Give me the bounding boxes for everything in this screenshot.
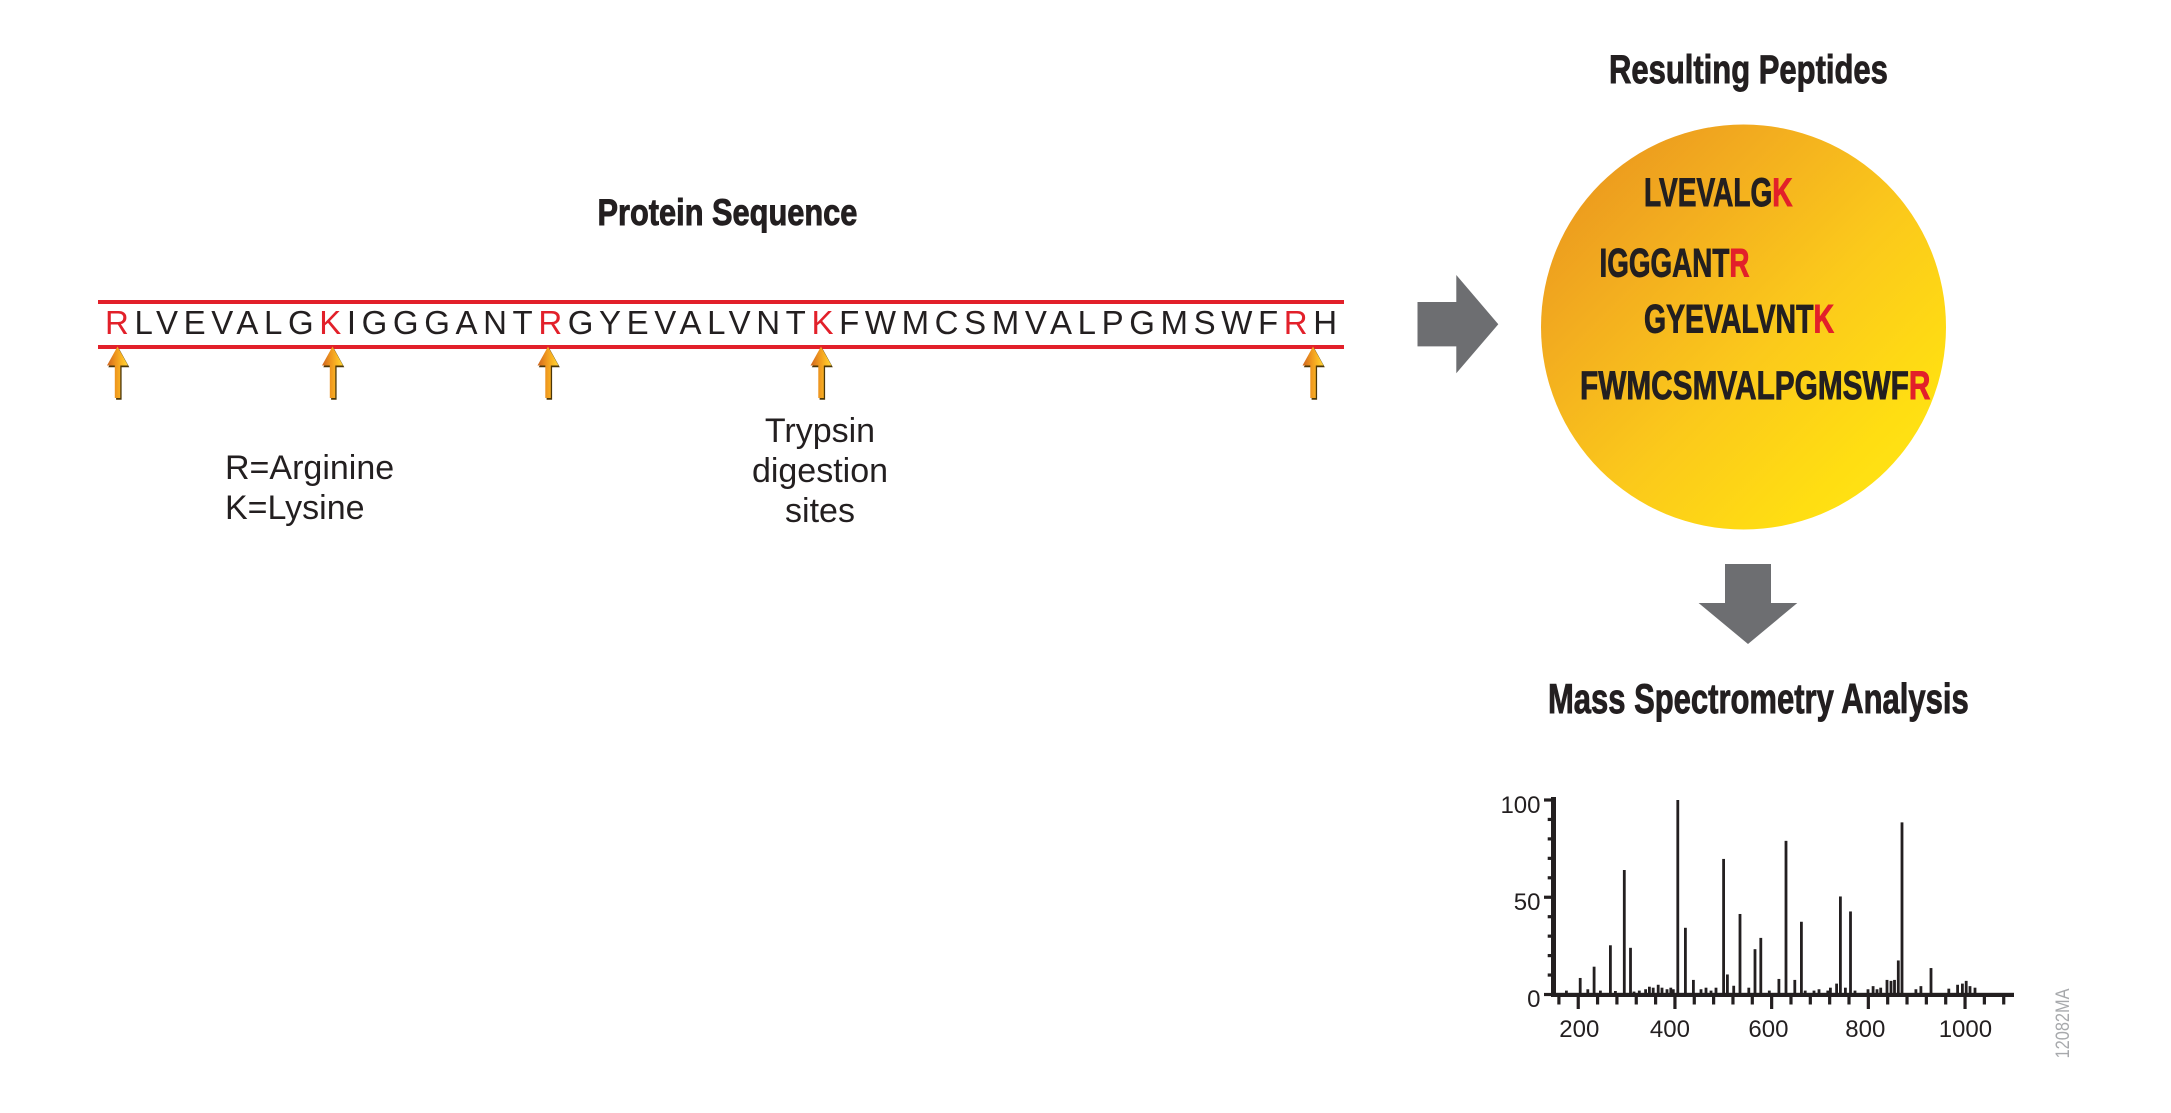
svg-text:12082MA: 12082MA	[2052, 988, 2073, 1058]
svg-text:Resulting Peptides: Resulting Peptides	[1609, 47, 1888, 92]
svg-text:GYEVALVNTK: GYEVALVNTK	[1644, 298, 1834, 342]
svg-text:1000: 1000	[1939, 1016, 1992, 1043]
svg-text:50: 50	[1514, 889, 1541, 916]
svg-text:IGGGANTR: IGGGANTR	[1600, 242, 1750, 286]
svg-text:400: 400	[1650, 1016, 1690, 1043]
svg-text:800: 800	[1845, 1016, 1885, 1043]
svg-text:LVEVALGK: LVEVALGK	[1644, 171, 1793, 215]
svg-text:Protein Sequence: Protein Sequence	[598, 192, 858, 233]
svg-text:100: 100	[1500, 792, 1540, 819]
svg-text:Mass Spectrometry Analysis: Mass Spectrometry Analysis	[1548, 675, 1969, 722]
svg-text:0: 0	[1527, 986, 1540, 1013]
svg-text:600: 600	[1748, 1016, 1788, 1043]
svg-text:200: 200	[1559, 1016, 1599, 1043]
svg-text:FWMCSMVALPGMSWFR: FWMCSMVALPGMSWFR	[1580, 364, 1930, 408]
